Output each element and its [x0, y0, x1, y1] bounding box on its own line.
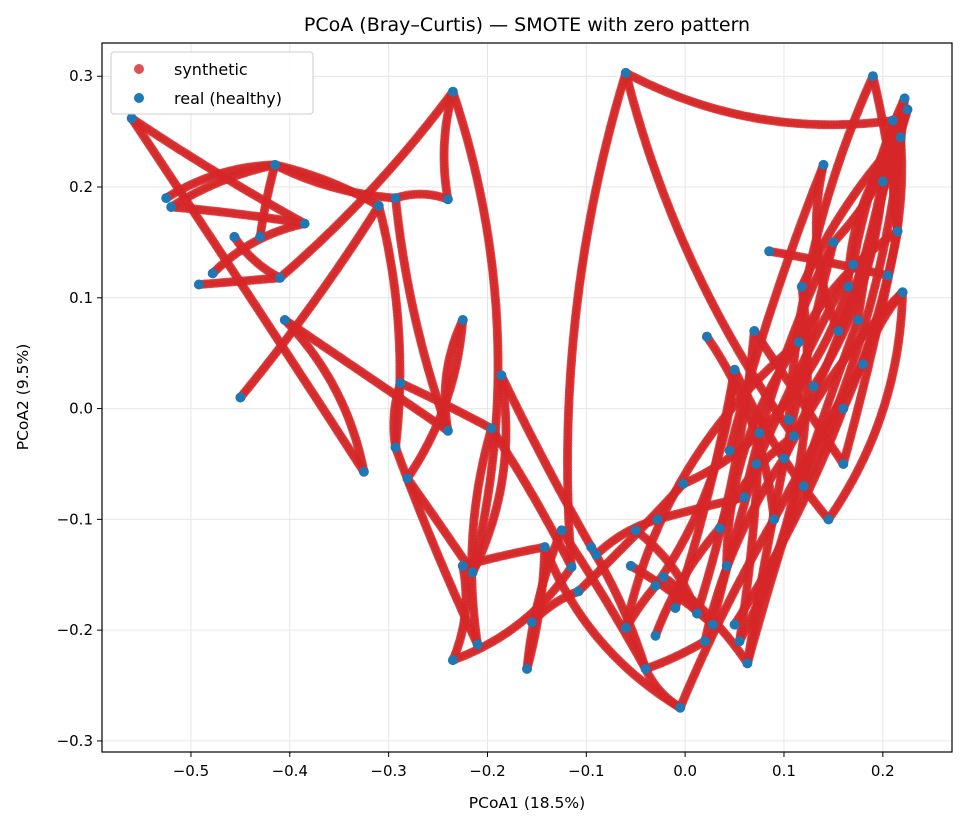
chart-title: PCoA (Bray–Curtis) — SMOTE with zero pat… [304, 14, 750, 36]
synthetic-points [127, 68, 913, 713]
